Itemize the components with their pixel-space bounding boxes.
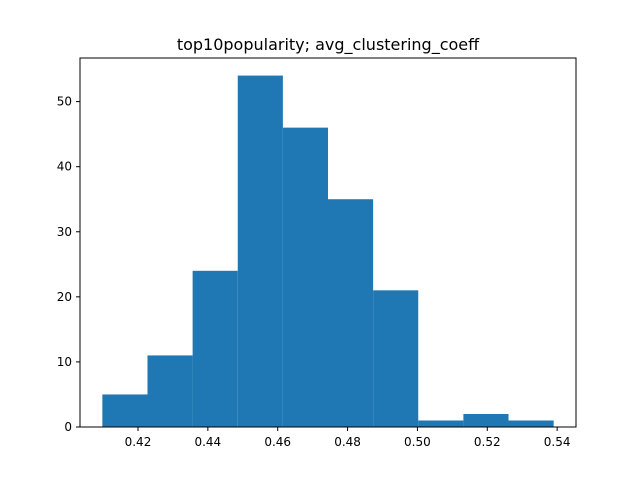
histogram-bar (373, 290, 419, 427)
histogram-bar (463, 413, 509, 427)
x-tick-label: 0.48 (334, 435, 361, 449)
x-tick-label: 0.44 (194, 435, 221, 449)
x-tick-label: 0.46 (264, 435, 291, 449)
histogram-bar (418, 420, 464, 427)
histogram-bar (328, 199, 374, 427)
x-axis-ticks: 0.42 0.44 0.46 0.48 0.50 0.52 0.54 (125, 427, 571, 449)
plot-frame (79, 57, 577, 428)
y-tick-label: 50 (57, 95, 72, 109)
x-tick-label: 0.54 (544, 435, 571, 449)
histogram-bars (102, 75, 554, 428)
y-tick-label: 40 (57, 160, 72, 174)
x-tick-label: 0.42 (125, 435, 152, 449)
histogram-bar (237, 75, 283, 428)
histogram-bar (192, 270, 238, 427)
histogram-bar (102, 394, 148, 427)
histogram-bar (147, 355, 193, 427)
chart-title: top10popularity; avg_clustering_coeff (177, 35, 480, 55)
y-axis-ticks: 0 10 20 30 40 50 (57, 95, 80, 434)
y-tick-label: 30 (57, 225, 72, 239)
x-tick-label: 0.52 (474, 435, 501, 449)
y-tick-label: 10 (57, 355, 72, 369)
histogram-bar (282, 127, 328, 427)
histogram-bar (508, 420, 554, 427)
x-tick-label: 0.50 (404, 435, 431, 449)
y-tick-label: 20 (57, 290, 72, 304)
y-tick-label: 0 (64, 420, 72, 434)
